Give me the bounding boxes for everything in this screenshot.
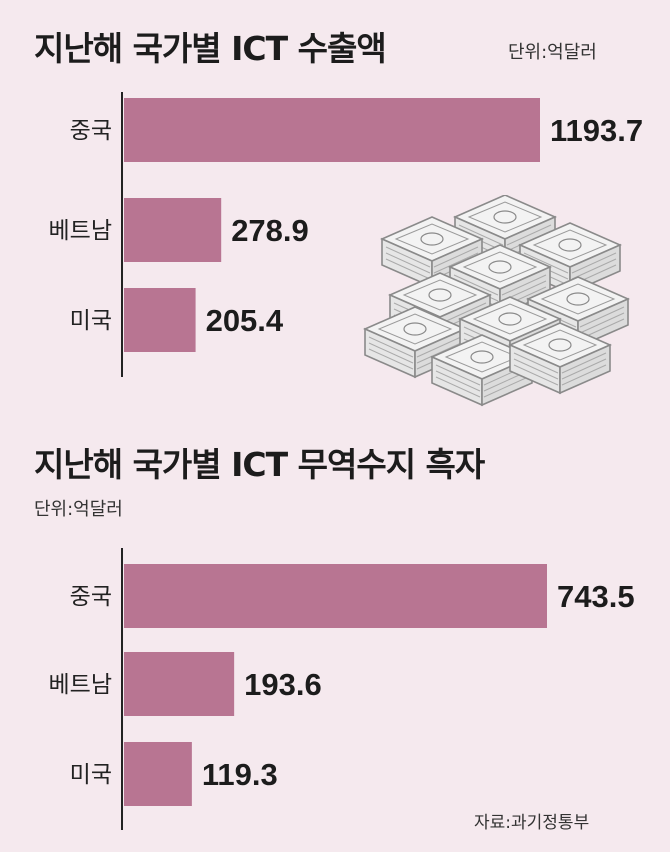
value-label: 278.9 xyxy=(231,213,309,248)
value-label: 119.3 xyxy=(202,757,278,792)
export-bar-chart: 중국 1193.7 베트남 278.9 미국 205.4 xyxy=(49,92,643,377)
bar xyxy=(124,288,196,352)
category-label: 중국 xyxy=(70,584,112,610)
bar xyxy=(124,742,192,806)
stacked-money-bundles-icon xyxy=(364,195,629,406)
source-note: 자료:과기정통부 xyxy=(474,813,590,833)
value-label: 205.4 xyxy=(206,303,284,338)
bar xyxy=(124,198,222,262)
value-label: 193.6 xyxy=(244,667,322,702)
value-label: 743.5 xyxy=(557,579,635,614)
bar xyxy=(124,98,540,162)
category-label: 베트남 xyxy=(49,672,112,698)
category-label: 중국 xyxy=(70,118,112,144)
bar xyxy=(124,652,235,716)
trade-surplus-bar-chart: 중국 743.5 베트남 193.6 미국 119.3 xyxy=(49,548,635,830)
chart-2-title: 지난해 국가별 ICT 무역수지 흑자 xyxy=(34,445,485,484)
bar xyxy=(124,564,547,628)
category-label: 미국 xyxy=(70,762,112,788)
chart-1-unit: 단위:억달러 xyxy=(508,42,597,63)
chart-2-unit: 단위:억달러 xyxy=(34,499,123,520)
chart-1-title: 지난해 국가별 ICT 수출액 xyxy=(34,29,387,68)
category-label: 미국 xyxy=(70,308,112,334)
category-label: 베트남 xyxy=(49,218,112,244)
value-label: 1193.7 xyxy=(550,113,643,148)
